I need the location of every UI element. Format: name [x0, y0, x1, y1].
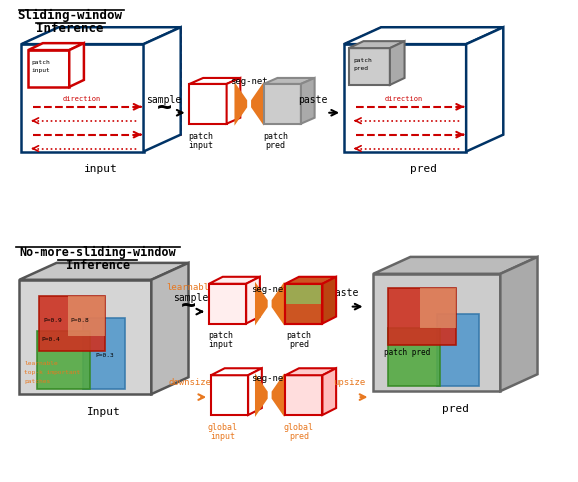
Polygon shape: [255, 282, 268, 325]
Text: global: global: [284, 423, 314, 432]
Polygon shape: [20, 263, 188, 280]
Polygon shape: [373, 274, 501, 391]
Text: upsize: upsize: [333, 378, 365, 387]
Text: Inference: Inference: [36, 22, 104, 35]
Polygon shape: [344, 44, 466, 151]
Polygon shape: [190, 78, 240, 84]
Text: input: input: [208, 340, 234, 349]
Text: patch: patch: [287, 332, 312, 340]
Text: top-k important: top-k important: [24, 370, 80, 375]
Text: sample: sample: [173, 293, 208, 303]
Polygon shape: [388, 288, 457, 346]
Text: paste: paste: [298, 95, 327, 105]
Text: pred: pred: [289, 432, 309, 441]
Polygon shape: [420, 288, 457, 329]
Text: direction: direction: [62, 96, 101, 102]
Polygon shape: [251, 82, 264, 126]
Polygon shape: [286, 375, 323, 415]
Text: seg-net: seg-net: [251, 285, 288, 294]
Text: input: input: [84, 164, 118, 174]
Polygon shape: [286, 277, 336, 284]
Text: patches: patches: [24, 379, 50, 384]
Text: learnable: learnable: [166, 283, 214, 292]
Polygon shape: [235, 82, 247, 126]
Polygon shape: [28, 50, 69, 87]
Polygon shape: [272, 282, 284, 325]
Polygon shape: [466, 27, 503, 151]
Polygon shape: [21, 27, 181, 44]
Polygon shape: [39, 295, 105, 351]
Polygon shape: [272, 373, 284, 417]
Text: P=0.9: P=0.9: [44, 318, 62, 322]
Text: patch pred: patch pred: [384, 348, 431, 357]
Text: input: input: [31, 68, 50, 73]
Polygon shape: [209, 284, 246, 323]
Polygon shape: [301, 78, 314, 124]
Polygon shape: [286, 284, 323, 304]
Polygon shape: [151, 263, 188, 394]
Polygon shape: [68, 295, 105, 336]
Text: direction: direction: [385, 96, 423, 102]
Polygon shape: [211, 368, 262, 375]
Polygon shape: [209, 277, 260, 284]
Polygon shape: [255, 373, 268, 417]
Text: pred: pred: [354, 66, 369, 71]
Text: ~: ~: [181, 294, 196, 318]
Text: pred: pred: [410, 164, 437, 174]
Text: Sliding-window: Sliding-window: [18, 9, 123, 23]
Polygon shape: [69, 43, 84, 87]
Text: seg-net: seg-net: [230, 77, 268, 86]
Polygon shape: [390, 41, 405, 85]
Text: input: input: [188, 141, 214, 149]
Polygon shape: [349, 41, 405, 48]
Text: pred: pred: [289, 340, 309, 349]
Text: P=0.8: P=0.8: [70, 318, 89, 322]
Polygon shape: [28, 43, 84, 50]
Polygon shape: [373, 257, 538, 274]
Text: P=0.4: P=0.4: [41, 337, 60, 342]
Polygon shape: [437, 314, 479, 386]
Text: patch: patch: [188, 132, 214, 141]
Polygon shape: [227, 78, 240, 124]
Text: P=0.3: P=0.3: [95, 353, 114, 358]
Text: Inference: Inference: [65, 259, 129, 272]
Text: seg-net: seg-net: [251, 374, 288, 383]
Text: sample: sample: [146, 95, 181, 105]
Text: input: input: [210, 432, 235, 441]
Text: global: global: [208, 423, 238, 432]
Text: patch: patch: [208, 332, 234, 340]
Text: Input: Input: [87, 407, 121, 417]
Text: patch: patch: [354, 58, 372, 63]
Text: learnable: learnable: [24, 362, 58, 366]
Polygon shape: [211, 375, 248, 415]
Polygon shape: [501, 257, 538, 391]
Polygon shape: [349, 48, 390, 85]
Text: pred: pred: [442, 404, 469, 414]
Polygon shape: [143, 27, 181, 151]
Polygon shape: [286, 284, 323, 323]
Polygon shape: [286, 368, 336, 375]
Polygon shape: [248, 368, 262, 415]
Text: patch: patch: [31, 60, 50, 65]
Text: downsize: downsize: [169, 378, 212, 387]
Polygon shape: [323, 277, 336, 323]
Text: pred: pred: [265, 141, 286, 149]
Polygon shape: [37, 332, 90, 389]
Polygon shape: [83, 318, 125, 389]
Polygon shape: [246, 277, 260, 323]
Polygon shape: [264, 84, 301, 124]
Polygon shape: [190, 84, 227, 124]
Text: paste: paste: [329, 288, 358, 298]
Polygon shape: [20, 280, 151, 394]
Polygon shape: [344, 27, 503, 44]
Polygon shape: [264, 78, 314, 84]
Text: No-more-sliding-window: No-more-sliding-window: [19, 246, 176, 259]
Text: patch: patch: [263, 132, 288, 141]
Text: ~: ~: [157, 96, 172, 120]
Polygon shape: [323, 368, 336, 415]
Polygon shape: [388, 329, 440, 386]
Polygon shape: [21, 44, 143, 151]
